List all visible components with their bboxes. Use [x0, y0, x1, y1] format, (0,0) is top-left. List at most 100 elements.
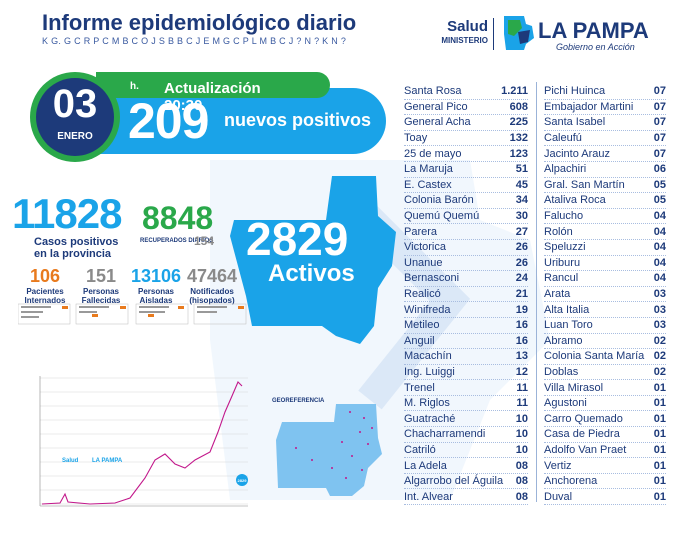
locality-name: Villa Mirasol [544, 381, 604, 394]
locality-count: 16 [515, 319, 528, 332]
locality-name: Luan Toro [544, 319, 593, 332]
locality-row: Uriburu 04 [544, 256, 666, 272]
locality-count: 11 [516, 381, 528, 394]
locality-row: Gral. San Martín 05 [544, 178, 666, 194]
locality-count: 04 [653, 272, 666, 285]
chart-watermark-salud: Salud [62, 458, 79, 464]
locality-row: Anguil 16 [404, 334, 528, 350]
locality-row: Quemú Quemú 30 [404, 209, 528, 225]
locality-name: Abramo [544, 334, 583, 347]
locality-count: 10 [515, 428, 528, 441]
locality-row: Algarrobo del Águila 08 [404, 474, 528, 490]
page-subtitle: K G. G C R P C M B C O J S B B C J E M G… [42, 36, 347, 46]
locality-row: La Maruja 51 [404, 162, 528, 178]
locality-row: Alpachiri 06 [544, 162, 666, 178]
locality-row: Adolfo Van Praet 01 [544, 443, 666, 459]
locality-name: Algarrobo del Águila [404, 475, 504, 488]
locality-count: 19 [515, 303, 528, 316]
locality-row: M. Riglos 11 [404, 396, 528, 412]
locality-row: Abramo 02 [544, 334, 666, 350]
recovered-count: 8848 [142, 200, 214, 236]
active-cases-map-icon [230, 176, 396, 344]
locality-count: 11 [516, 397, 528, 410]
locality-row: Anchorena 01 [544, 474, 666, 490]
locality-row: Santa Rosa 1.211 [404, 84, 528, 100]
date-day: 03 [52, 82, 98, 126]
locality-name: Anguil [404, 334, 435, 347]
localities-table-left: Santa Rosa 1.211 General Pico 608 General Ac… [404, 84, 528, 506]
locality-count: 12 [515, 365, 528, 378]
locality-row: Victorica 26 [404, 240, 528, 256]
locality-name: Ataliva Roca [544, 194, 606, 207]
cases-trend-chart: Salud LA PAMPA 2829 [39, 376, 248, 507]
locality-name: Adolfo Van Praet [544, 443, 627, 456]
locality-name: Agustoni [544, 397, 587, 410]
locality-count: 21 [515, 288, 528, 301]
locality-row: Trenel 11 [404, 380, 528, 396]
locality-count: 08 [515, 475, 528, 488]
locality-name: Parera [404, 225, 438, 238]
locality-count: 24 [515, 272, 528, 285]
locality-count: 10 [515, 412, 528, 425]
locality-name: Pichi Huinca [544, 85, 606, 98]
locality-count: 10 [515, 443, 528, 456]
locality-count: 04 [653, 256, 666, 269]
update-time-banner: Actualización 20:30 h. [96, 72, 330, 114]
locality-name: La Adela [404, 459, 447, 472]
locality-name: Alta Italia [544, 303, 590, 316]
locality-name: Rancul [544, 272, 579, 285]
locality-name: Gral. San Martín [544, 178, 625, 191]
locality-row: Chacharramendi 10 [404, 427, 528, 443]
locality-count: 27 [515, 225, 528, 238]
new-positive-banner [96, 88, 386, 154]
recovered-label: RECUPERADOS DIARIOS [140, 238, 214, 244]
locality-name: Doblas [544, 365, 579, 378]
locality-row: Alta Italia 03 [544, 302, 666, 318]
locality-count: 01 [653, 459, 666, 472]
locality-name: Vertiz [544, 459, 572, 472]
locality-name: Speluzzi [544, 241, 586, 254]
locality-count: 08 [515, 459, 528, 472]
locality-count: 608 [509, 100, 528, 113]
update-time-label: Actualización 20:30 h. [130, 80, 261, 114]
locality-name: Winifreda [404, 303, 451, 316]
locality-count: 04 [653, 210, 666, 223]
locality-name: Arata [544, 288, 571, 301]
locality-count: 13 [515, 350, 528, 363]
locality-count: 07 [653, 85, 666, 98]
georeference-label: GEOREFERENCIA [272, 398, 325, 404]
date-badge [36, 78, 114, 156]
locality-count: 01 [653, 397, 666, 410]
locality-name: Santa Isabel [544, 116, 606, 129]
locality-name: Toay [404, 132, 428, 145]
total-cases: 11828 [12, 190, 122, 237]
locality-name: Santa Rosa [404, 85, 462, 98]
locality-count: 16 [515, 334, 528, 347]
locality-row: Santa Isabel 07 [544, 115, 666, 131]
locality-row: Casa de Piedra 01 [544, 427, 666, 443]
stat-deceased: 151 Personas Fallecidas [81, 266, 121, 305]
page-title: Informe epidemiológico diario [42, 10, 357, 35]
stat-isolated: 13106 Personas Aisladas [130, 266, 182, 305]
locality-row: La Adela 08 [404, 458, 528, 474]
locality-row: E. Castex 45 [404, 178, 528, 194]
locality-row: Villa Mirasol 01 [544, 380, 666, 396]
locality-row: Parera 27 [404, 224, 528, 240]
locality-name: Colonia Barón [404, 194, 474, 207]
locality-name: Falucho [544, 210, 584, 223]
date-month: ENERO [57, 131, 93, 142]
locality-name: M. Riglos [404, 397, 450, 410]
locality-count: 01 [653, 412, 666, 425]
locality-row: General Acha 225 [404, 115, 528, 131]
recovered-daily-count: 154 [194, 234, 215, 248]
locality-count: 04 [653, 225, 666, 238]
localities-table-right: Pichi Huinca 07 Embajador Martini 07 Santa I… [544, 84, 666, 506]
locality-count: 02 [653, 334, 666, 347]
locality-row: Metileo 16 [404, 318, 528, 334]
locality-count: 01 [653, 443, 666, 456]
locality-row: Unanue 26 [404, 256, 528, 272]
locality-row: Speluzzi 04 [544, 240, 666, 256]
locality-name: Casa de Piedra [544, 428, 620, 441]
locality-count: 123 [509, 147, 528, 160]
ministry-logo: Salud MINISTERIO LA PAMPA Gobierno en Ac… [418, 14, 668, 60]
